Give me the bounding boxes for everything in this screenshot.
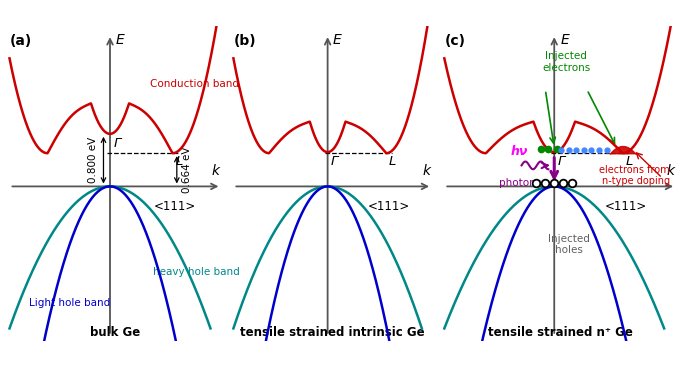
Text: 0.664 eV: 0.664 eV: [182, 147, 192, 193]
Text: Injected
holes: Injected holes: [548, 234, 590, 255]
Text: tensile strained n⁺ Ge: tensile strained n⁺ Ge: [488, 326, 633, 339]
Text: (a): (a): [10, 34, 32, 48]
Text: <111>: <111>: [367, 200, 410, 213]
Text: L: L: [388, 155, 396, 168]
Text: <111>: <111>: [154, 200, 196, 213]
Text: E: E: [333, 33, 342, 47]
Text: Injected
electrons: Injected electrons: [542, 52, 590, 73]
Text: E: E: [560, 33, 569, 47]
Text: (b): (b): [234, 34, 256, 48]
Text: photons: photons: [498, 178, 541, 188]
Text: k: k: [666, 164, 674, 178]
Text: <111>: <111>: [604, 200, 646, 213]
Text: Γ: Γ: [558, 155, 565, 168]
Text: Γ: Γ: [331, 155, 338, 168]
Text: Conduction band: Conduction band: [149, 79, 239, 89]
Text: 0.800 eV: 0.800 eV: [88, 137, 98, 183]
Text: tensile strained intrinsic Ge: tensile strained intrinsic Ge: [240, 326, 425, 339]
Text: electrons from
n-type doping: electrons from n-type doping: [600, 165, 670, 186]
Text: k: k: [422, 164, 430, 178]
Text: hν: hν: [511, 145, 528, 158]
Text: E: E: [115, 33, 124, 47]
Text: (c): (c): [444, 34, 465, 48]
Text: Light hole band: Light hole band: [29, 298, 110, 308]
Text: heavy hole band: heavy hole band: [153, 267, 240, 277]
Text: bulk Ge: bulk Ge: [90, 326, 141, 339]
Text: L: L: [175, 155, 183, 168]
Text: k: k: [212, 164, 220, 178]
Text: Γ: Γ: [113, 137, 121, 150]
Text: L: L: [625, 155, 633, 168]
